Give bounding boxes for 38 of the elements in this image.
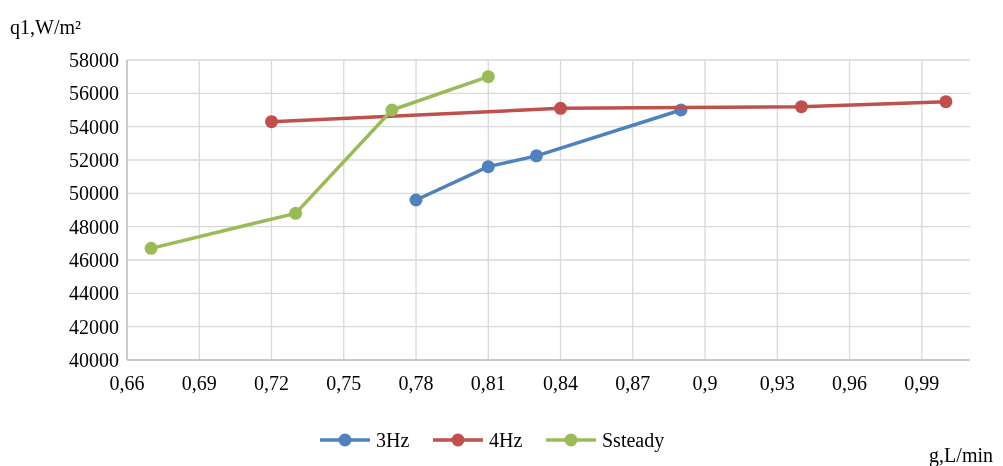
legend-label: Ssteady [602, 429, 665, 452]
x-tick-label: 0,99 [904, 372, 940, 394]
x-tick-label: 0,81 [470, 372, 506, 394]
point [144, 241, 158, 255]
point [554, 101, 568, 115]
point [481, 70, 495, 84]
point [289, 206, 303, 220]
y-tick-label: 58000 [69, 49, 119, 71]
x-tick-label: 0,66 [109, 372, 145, 394]
x-tick-label: 0,69 [181, 372, 217, 394]
y-tick-label: 52000 [69, 149, 119, 171]
x-tick-label: 0,75 [326, 372, 362, 394]
x-tick-label: 0,84 [543, 372, 579, 394]
y-tick-label: 46000 [69, 249, 119, 271]
point [265, 115, 279, 129]
legend-label: 3Hz [376, 429, 410, 451]
y-tick-label: 54000 [69, 115, 119, 138]
x-axis-title: g,L/min [929, 444, 993, 466]
point [481, 160, 495, 174]
point [939, 95, 953, 109]
y-tick-label: 48000 [69, 215, 119, 238]
x-tick-label: 0,96 [832, 372, 868, 394]
point [385, 103, 399, 117]
y-tick-label: 42000 [69, 315, 119, 338]
point [794, 100, 808, 114]
legend-label: 4Hz [489, 429, 523, 451]
y-tick-label: 40000 [69, 349, 119, 371]
y-axis-title: q1,W/m² [10, 16, 81, 39]
point [529, 149, 543, 163]
x-tick-label: 0,87 [615, 372, 651, 394]
x-tick-label: 0,93 [759, 372, 795, 394]
y-tick-label: 56000 [69, 82, 119, 105]
x-tick-label: 0,72 [254, 372, 290, 394]
x-tick-label: 0,78 [398, 372, 434, 394]
y-tick-label: 44000 [69, 282, 119, 305]
y-tick-label: 50000 [69, 182, 119, 205]
x-tick-label: 0,9 [692, 372, 718, 394]
point [409, 193, 423, 207]
